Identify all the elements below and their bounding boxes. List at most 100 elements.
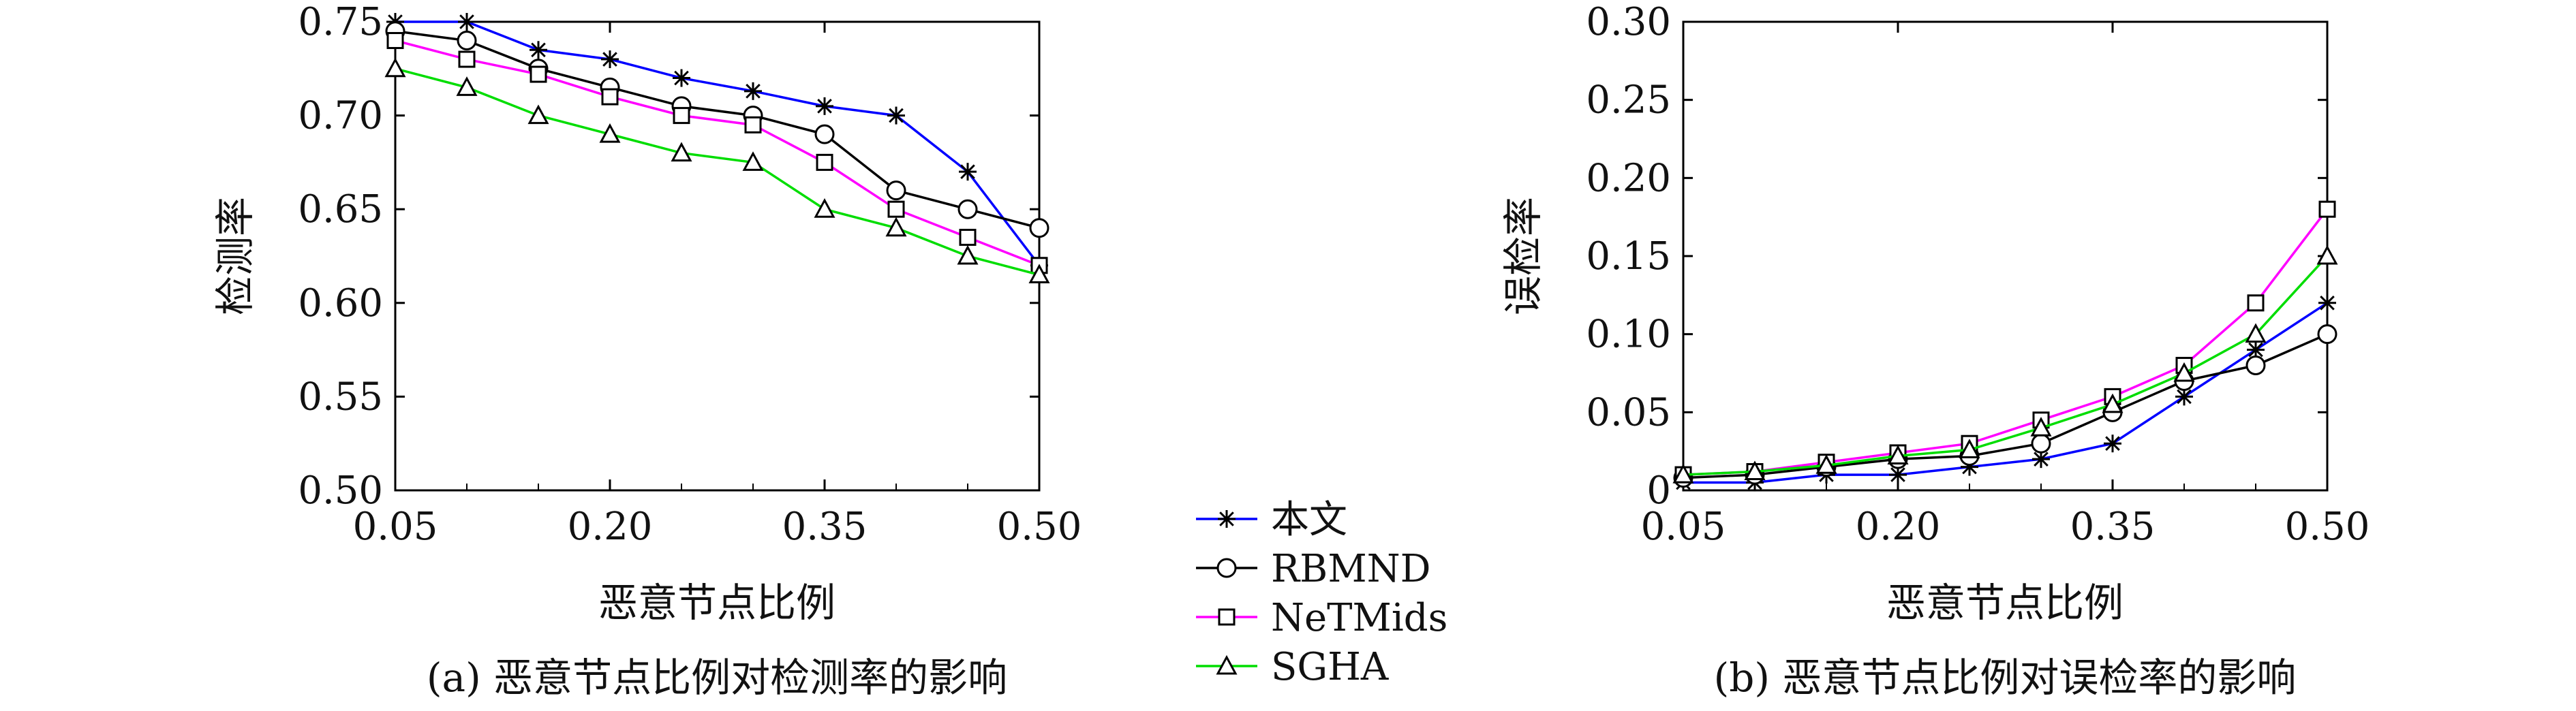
chart-a-point-2-1 [458, 50, 476, 68]
chart-a-point-2-8 [959, 228, 977, 246]
chart-b-point-3-1 [1744, 460, 1766, 480]
chart-a-series-line-1 [395, 30, 1040, 230]
chart-a-xtick-label: 0.20 [568, 505, 653, 549]
chart-a-point-1-8 [957, 199, 978, 219]
legend-label-2: NeTMids [1271, 596, 1447, 640]
chart-b-series [1672, 200, 2338, 492]
chart-b-point-3-2 [1815, 454, 1837, 474]
chart-a-caption: (a) 恶意节点比例对检测率的影响 [427, 654, 1007, 701]
chart-a-ytick-label: 0.50 [298, 469, 383, 513]
legend-marker-0 [1218, 510, 1236, 528]
chart-a-point-3-9 [1028, 264, 1050, 284]
chart-a-xtick-label: 0.05 [353, 505, 438, 549]
chart-a-point-2-5 [744, 116, 762, 133]
chart-a-series-line-0 [395, 20, 1041, 266]
chart-a-point-0-6 [816, 97, 833, 115]
chart-b-point-3-7 [2173, 362, 2195, 382]
chart-b-point-3-8 [2245, 323, 2267, 343]
chart-b: 00.050.100.150.200.250.300.05 0.20 0.35 0.5… [1500, 0, 2370, 701]
legend: 本文 RBMND NeTMids SGHA [1196, 498, 1447, 689]
chart-a-point-3-0 [384, 57, 406, 78]
chart-b-ytick-label: 0.30 [1586, 0, 1671, 44]
chart-b-xtick-label: 0.05 [1641, 505, 1726, 549]
chart-b-point-1-9 [2317, 324, 2337, 345]
chart-b-ytick-label: 0 [1646, 469, 1671, 513]
chart-a-point-3-3 [599, 123, 621, 143]
chart-b-point-3-6 [2102, 393, 2123, 413]
chart-b-ytick-label: 0.25 [1586, 78, 1671, 123]
chart-a-point-3-4 [671, 142, 692, 162]
chart-b-ylabel: 误检率 [1500, 197, 1546, 315]
chart-b-series-line-3 [1683, 255, 2329, 476]
chart-a-point-0-2 [530, 41, 547, 59]
chart-b-point-3-0 [1672, 463, 1694, 484]
chart-b-series-line-1 [1683, 333, 2328, 479]
chart-a-point-3-6 [814, 198, 835, 218]
chart-b-xtick-label: 0.20 [1856, 505, 1941, 549]
chart-b-point-2-8 [2247, 294, 2265, 312]
chart-b-point-0-8 [2247, 341, 2265, 359]
chart-a-ytick-label: 0.70 [298, 94, 383, 138]
legend-marker-2 [1218, 608, 1236, 626]
chart-b-point-1-8 [2245, 356, 2266, 376]
chart-a-point-2-6 [816, 153, 833, 171]
chart-a-point-0-4 [673, 69, 690, 87]
chart-a-frame [394, 20, 1041, 492]
chart-a-point-3-5 [742, 151, 764, 171]
chart-b-ticks: 00.050.100.150.200.250.300.05 0.20 0.35 0.5… [1586, 0, 2370, 549]
chart-a-point-3-1 [456, 76, 478, 96]
chart-a-point-2-2 [530, 65, 547, 83]
chart-a-point-1-9 [1029, 218, 1049, 238]
chart-a-series [384, 13, 1050, 284]
chart-a-point-1-6 [814, 124, 835, 144]
chart-b-point-0-6 [2104, 434, 2121, 453]
chart-b-ytick-label: 0.20 [1586, 156, 1671, 200]
chart-b-series-line-2 [1683, 208, 2329, 476]
chart-b-point-3-3 [1887, 445, 1909, 465]
chart-a-point-1-1 [457, 31, 477, 51]
chart-a-ytick-label: 0.75 [298, 0, 383, 44]
chart-b-point-3-5 [2030, 417, 2052, 437]
chart-b-ytick-label: 0.10 [1586, 313, 1671, 357]
legend-marker-3 [1216, 654, 1238, 675]
chart-a-point-0-5 [744, 82, 762, 100]
chart-b-xtick-label: 0.35 [2070, 505, 2156, 549]
chart-b-ytick-label: 0.15 [1586, 234, 1671, 279]
chart-b-series-line-0 [1683, 302, 2328, 484]
chart-a-ytick-label: 0.65 [298, 187, 383, 232]
legend-marker-1 [1216, 558, 1237, 578]
chart-a-ytick-label: 0.60 [298, 281, 383, 326]
chart-b-point-3-4 [1959, 439, 1980, 458]
chart-a-point-3-8 [957, 244, 979, 265]
legend-label-0: 本文 [1271, 498, 1347, 542]
chart-b-point-0-9 [2318, 294, 2336, 312]
chart-a-point-2-7 [887, 200, 905, 218]
chart-b-point-3-9 [2316, 244, 2338, 265]
chart-a-point-3-7 [885, 217, 907, 237]
chart-b-xlabel: 恶意节点比例 [1886, 580, 2123, 626]
legend-label-1: RBMND [1271, 547, 1431, 591]
chart-b-caption: (b) 恶意节点比例对误检率的影响 [1714, 654, 2297, 701]
legend-label-3: SGHA [1271, 645, 1389, 689]
chart-a-ticks: 0.50 0.55 0.60 0.65 0.70 0.75 0.05 0.20 0.35 0.50 [298, 0, 1082, 549]
chart-a-point-2-4 [673, 107, 690, 125]
chart-a: 0.500.550.600.650.700.750.05 0.20 0.35 0.50… [212, 0, 1082, 701]
chart-a-point-0-8 [959, 163, 977, 181]
chart-b-point-1-5 [2031, 433, 2051, 454]
chart-a-point-0-1 [458, 13, 476, 31]
chart-a-ytick-label: 0.55 [298, 375, 383, 419]
chart-a-point-2-3 [601, 88, 619, 106]
chart-a-point-0-7 [887, 106, 905, 125]
chart-b-ytick-label: 0.05 [1586, 390, 1671, 434]
chart-a-point-2-0 [386, 32, 404, 50]
chart-b-xtick-label: 0.50 [2285, 505, 2370, 549]
chart-a-xlabel: 恶意节点比例 [598, 580, 835, 626]
chart-a-ylabel: 检测率 [212, 197, 258, 315]
chart-a-point-0-3 [601, 50, 619, 69]
chart-b-point-2-9 [2318, 200, 2336, 218]
chart-a-point-1-7 [886, 180, 906, 201]
chart-a-point-3-2 [527, 104, 549, 125]
chart-b-frame [1682, 20, 2329, 492]
chart-a-series-line-3 [395, 67, 1040, 276]
